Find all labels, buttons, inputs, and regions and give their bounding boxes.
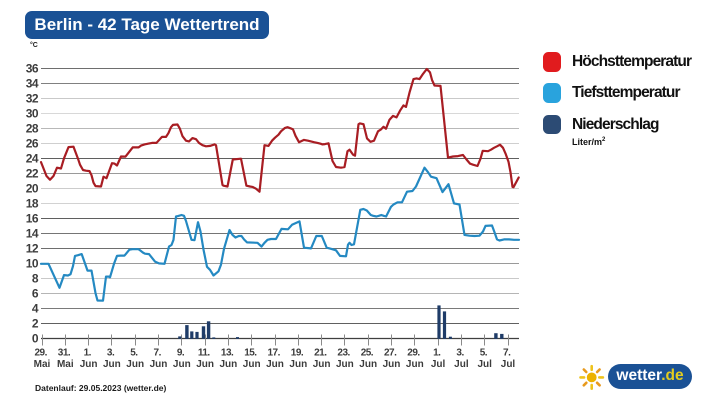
svg-text:1.: 1. bbox=[433, 348, 441, 359]
svg-text:Jun: Jun bbox=[150, 359, 168, 370]
svg-text:16: 16 bbox=[26, 212, 39, 226]
svg-text:Mai: Mai bbox=[57, 359, 74, 370]
svg-text:17.: 17. bbox=[267, 348, 280, 359]
svg-text:10: 10 bbox=[26, 257, 39, 271]
svg-text:3.: 3. bbox=[107, 348, 115, 359]
svg-text:18: 18 bbox=[26, 197, 39, 211]
svg-text:Jun: Jun bbox=[336, 359, 354, 370]
svg-text:30: 30 bbox=[26, 107, 39, 121]
svg-text:Jun: Jun bbox=[359, 359, 377, 370]
svg-text:Jul: Jul bbox=[477, 359, 492, 370]
svg-text:4: 4 bbox=[32, 302, 39, 316]
svg-text:0: 0 bbox=[32, 332, 39, 346]
svg-text:Jun: Jun bbox=[220, 359, 238, 370]
svg-text:13.: 13. bbox=[221, 348, 234, 359]
svg-text:29.: 29. bbox=[34, 348, 47, 359]
svg-text:Jul: Jul bbox=[431, 359, 446, 370]
svg-text:5.: 5. bbox=[480, 348, 488, 359]
svg-text:27.: 27. bbox=[384, 348, 397, 359]
svg-text:1.: 1. bbox=[84, 348, 92, 359]
svg-text:7.: 7. bbox=[154, 348, 162, 359]
svg-text:11.: 11. bbox=[198, 348, 211, 359]
svg-text:29.: 29. bbox=[407, 348, 420, 359]
svg-text:Jun: Jun bbox=[103, 359, 121, 370]
svg-text:14: 14 bbox=[26, 227, 39, 241]
svg-text:Jun: Jun bbox=[80, 359, 98, 370]
svg-text:15.: 15. bbox=[244, 348, 257, 359]
svg-text:26: 26 bbox=[26, 137, 39, 151]
svg-text:Jun: Jun bbox=[406, 359, 424, 370]
svg-text:7.: 7. bbox=[503, 348, 511, 359]
svg-text:5.: 5. bbox=[130, 348, 138, 359]
svg-text:6: 6 bbox=[32, 287, 39, 301]
svg-text:25.: 25. bbox=[361, 348, 374, 359]
svg-text:31.: 31. bbox=[58, 348, 71, 359]
svg-text:Jun: Jun bbox=[313, 359, 331, 370]
svg-text:9.: 9. bbox=[177, 348, 185, 359]
svg-text:2: 2 bbox=[32, 317, 39, 331]
svg-text:12: 12 bbox=[26, 242, 39, 256]
svg-text:Jul: Jul bbox=[454, 359, 469, 370]
svg-text:20: 20 bbox=[26, 182, 39, 196]
svg-text:19.: 19. bbox=[291, 348, 304, 359]
svg-text:36: 36 bbox=[26, 61, 39, 75]
svg-text:Jun: Jun bbox=[173, 359, 191, 370]
svg-text:Jun: Jun bbox=[266, 359, 284, 370]
svg-text:8: 8 bbox=[32, 272, 39, 286]
svg-text:Jun: Jun bbox=[383, 359, 401, 370]
svg-text:Jun: Jun bbox=[243, 359, 261, 370]
svg-text:34: 34 bbox=[26, 76, 39, 90]
svg-text:23.: 23. bbox=[337, 348, 350, 359]
svg-text:22: 22 bbox=[26, 167, 39, 181]
svg-text:Jun: Jun bbox=[196, 359, 214, 370]
svg-text:28: 28 bbox=[26, 122, 39, 136]
svg-text:Jul: Jul bbox=[501, 359, 516, 370]
svg-text:Mai: Mai bbox=[34, 359, 51, 370]
svg-text:24: 24 bbox=[26, 152, 39, 166]
svg-text:3.: 3. bbox=[456, 348, 464, 359]
svg-text:Jun: Jun bbox=[289, 359, 307, 370]
svg-text:21.: 21. bbox=[314, 348, 327, 359]
svg-text:32: 32 bbox=[26, 91, 39, 105]
svg-text:Jun: Jun bbox=[126, 359, 144, 370]
